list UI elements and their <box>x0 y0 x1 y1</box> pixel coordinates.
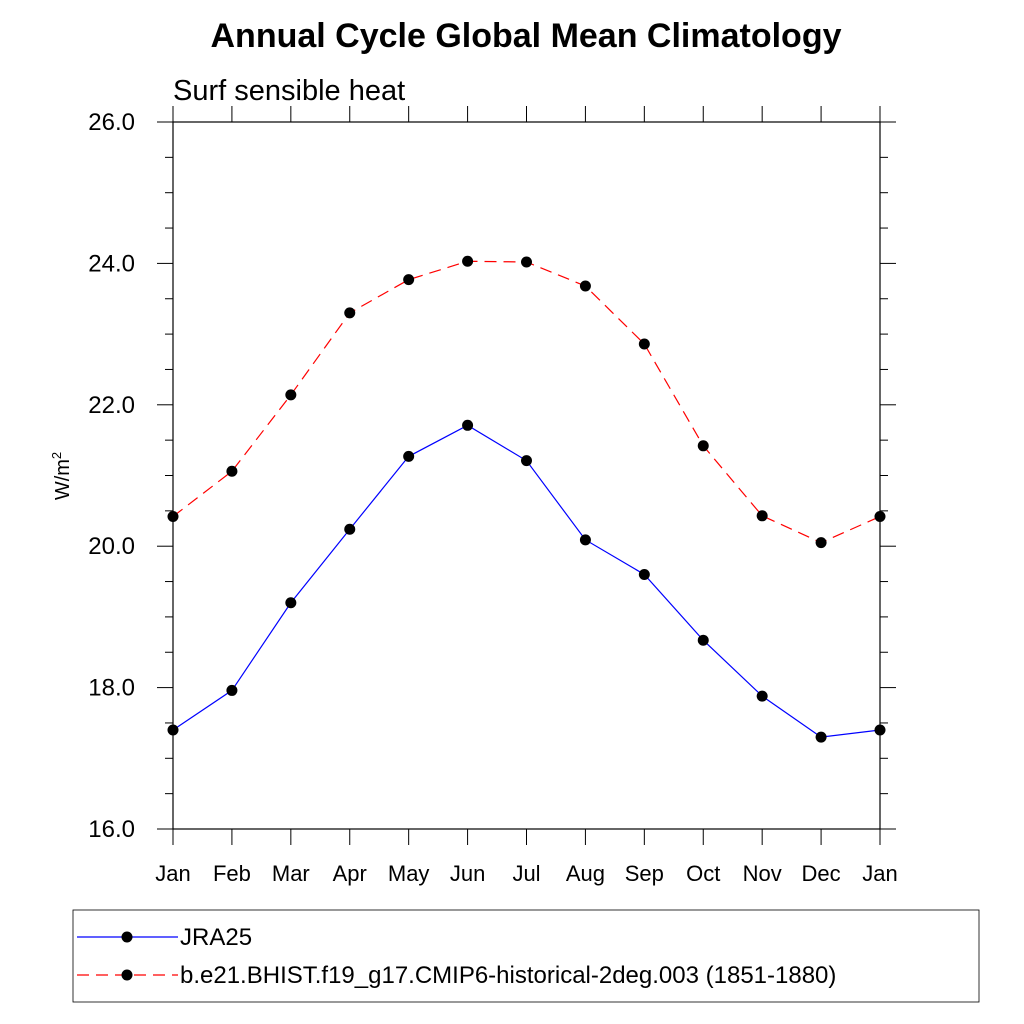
y-tick-label: 24.0 <box>88 250 135 277</box>
axes: 16.0 18.0 20.0 22.0 24.0 26.0 Jan Feb Mar Apr May J… <box>88 106 898 886</box>
y-tick-label: 26.0 <box>88 109 135 136</box>
chart-title: Annual Cycle Global Mean Climatology <box>211 17 842 55</box>
data-point <box>874 511 886 523</box>
legend-label: b.e21.BHIST.f19_g17.CMIP6-historical-2de… <box>180 962 836 989</box>
x-tick-label: Apr <box>333 861 367 886</box>
data-point <box>521 455 532 467</box>
legend: JRA25 b.e21.BHIST.f19_g17.CMIP6-historica… <box>72 909 980 1003</box>
data-point <box>403 450 415 462</box>
series-layer <box>167 255 886 743</box>
y-axis-label-superscript: 2 <box>49 452 64 459</box>
data-point <box>521 256 532 268</box>
data-point <box>344 523 356 535</box>
y-axis-label-text: W/m <box>52 459 74 500</box>
data-point <box>462 419 474 431</box>
x-tick-label: Aug <box>566 861 605 886</box>
x-tick-label: Nov <box>743 861 782 886</box>
x-tick-label: Feb <box>213 861 251 886</box>
chart-subtitle: Surf sensible heat <box>173 75 405 107</box>
data-point <box>579 534 591 546</box>
series-line <box>172 424 881 738</box>
data-point <box>226 684 238 696</box>
series-line <box>172 260 881 544</box>
y-tick-label: 16.0 <box>88 816 135 843</box>
x-tick-label: Jan <box>862 861 897 886</box>
data-point <box>697 440 709 452</box>
legend-marker <box>121 931 133 943</box>
data-point <box>874 724 886 736</box>
data-point <box>815 537 827 549</box>
svg-text:W/m2: W/m2 <box>49 452 74 500</box>
data-point <box>638 568 650 580</box>
data-point <box>167 724 179 736</box>
data-point <box>344 307 356 319</box>
data-point <box>403 274 415 286</box>
y-tick-label: 18.0 <box>88 675 135 702</box>
data-point <box>697 634 709 646</box>
data-point <box>226 465 238 477</box>
x-tick-label: Jun <box>450 861 485 886</box>
legend-label: JRA25 <box>180 924 252 951</box>
x-tick-label: Dec <box>802 861 841 886</box>
x-tick-label: Jan <box>155 861 190 886</box>
x-tick-label: Sep <box>625 861 664 886</box>
data-point <box>167 511 179 523</box>
x-tick-label: May <box>388 861 430 886</box>
data-point <box>756 510 768 522</box>
data-point <box>285 597 297 609</box>
data-point <box>815 731 827 743</box>
plot-frame <box>172 121 881 830</box>
data-point <box>756 690 768 702</box>
data-point <box>579 280 591 292</box>
legend-box <box>72 909 980 1003</box>
x-tick-label: Jul <box>512 861 540 886</box>
x-tick-label: Oct <box>686 861 720 886</box>
y-axis-label: W/m2 <box>49 452 74 500</box>
data-point <box>462 255 474 267</box>
y-tick-label: 20.0 <box>88 533 135 560</box>
legend-marker <box>121 969 133 981</box>
data-point <box>638 338 650 350</box>
data-point <box>285 389 297 401</box>
x-tick-label: Mar <box>272 861 310 886</box>
y-tick-label: 22.0 <box>88 392 135 419</box>
